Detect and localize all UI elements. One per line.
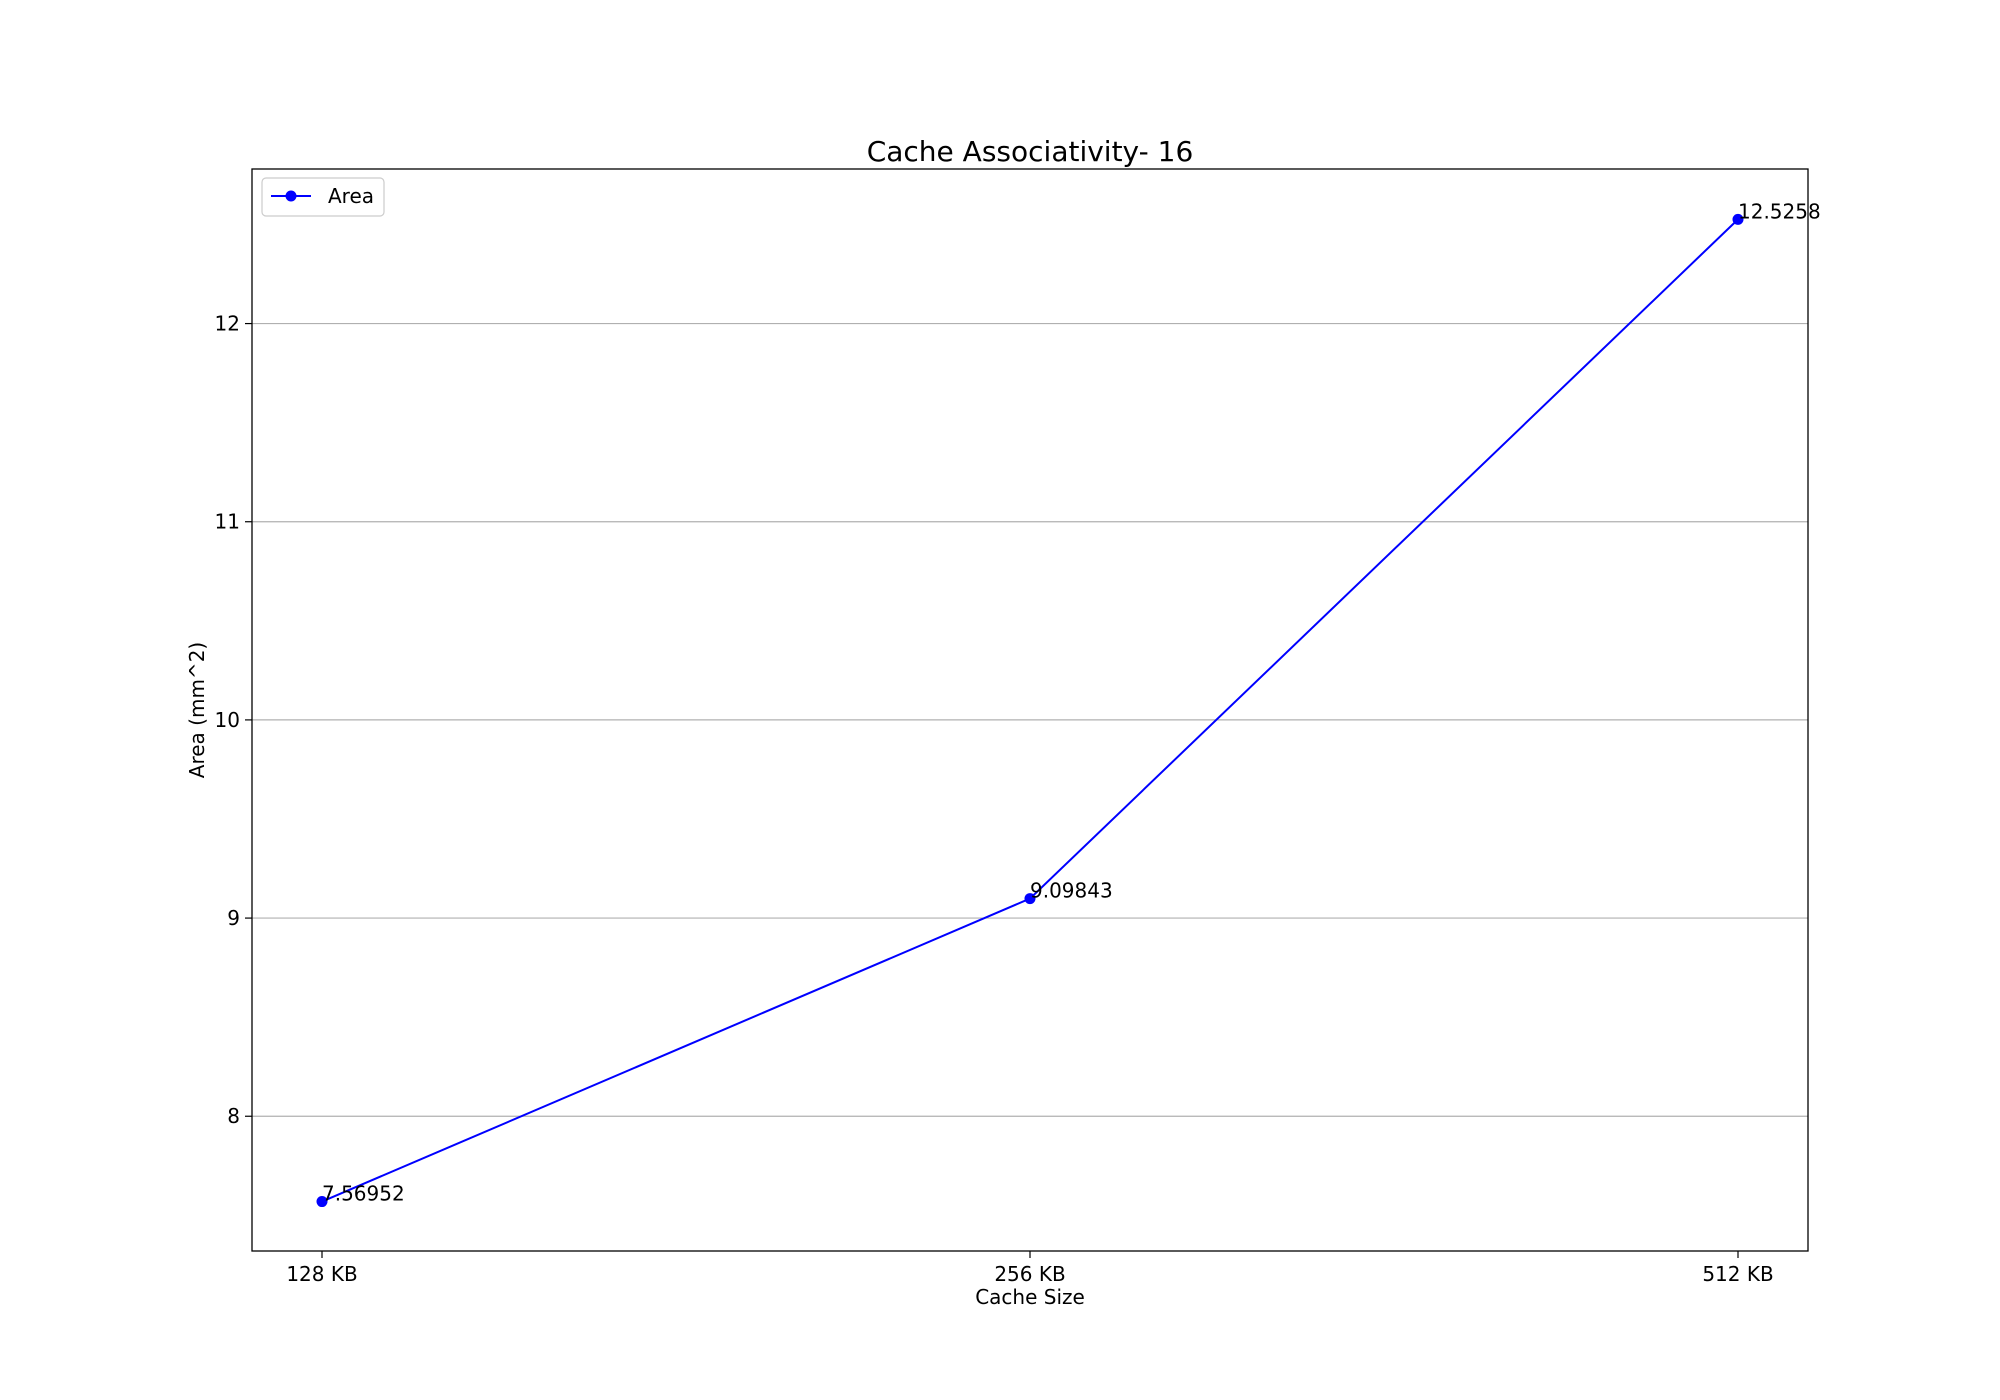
y-axis-ticks: 8 9 10 11 12 [215, 312, 252, 1128]
chart-title: Cache Associativity- 16 [867, 135, 1194, 168]
plot-area-frame [251, 168, 1809, 1252]
data-label: 7.56952 [322, 1182, 405, 1206]
x-tick-label: 128 KB [286, 1262, 357, 1286]
data-label: 9.09843 [1030, 879, 1113, 903]
y-tick-label: 11 [215, 510, 240, 534]
gridlines [252, 322, 1808, 1117]
x-tick-label: 512 KB [1702, 1262, 1773, 1286]
data-labels: 7.56952 9.09843 12.5258 [322, 199, 1821, 1205]
y-tick-label: 10 [215, 708, 240, 732]
series-area [316, 213, 1744, 1208]
y-axis-label: Area (mm^2) [185, 642, 209, 778]
x-axis-label: Cache Size [975, 1285, 1085, 1309]
x-axis-ticks: 128 KB 256 KB 512 KB [286, 1251, 1774, 1286]
y-tick-label: 8 [227, 1104, 240, 1128]
data-label: 12.5258 [1738, 199, 1821, 223]
data-point-marker [1732, 213, 1744, 225]
y-tick-label: 12 [215, 312, 240, 336]
legend: Area [261, 177, 385, 217]
x-tick-label: 256 KB [994, 1262, 1065, 1286]
y-tick-label: 9 [227, 906, 240, 930]
legend-marker-swatch [285, 190, 297, 202]
legend-label-area: Area [328, 184, 374, 208]
series-line-area [321, 218, 1739, 1203]
legend-box [261, 177, 385, 217]
data-point-marker [1024, 893, 1036, 905]
data-point-marker [316, 1196, 328, 1208]
